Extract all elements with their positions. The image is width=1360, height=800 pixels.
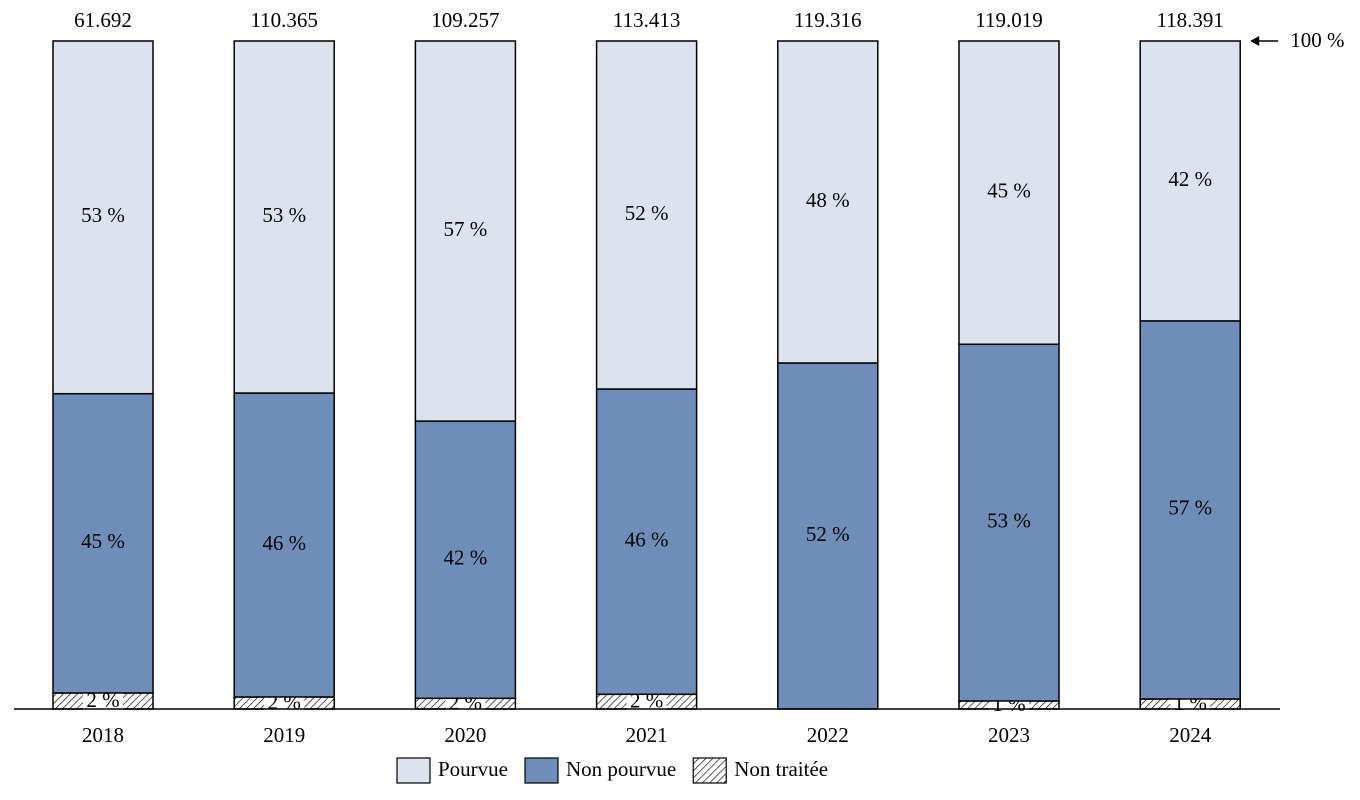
bar-segment	[595, 388, 698, 696]
value-label: 46 %	[262, 531, 306, 555]
label-background	[264, 692, 305, 713]
value-label: 42 %	[444, 546, 488, 570]
bar-segment	[595, 40, 698, 390]
total-label: 109.257	[431, 8, 499, 32]
total-label: 119.316	[794, 8, 861, 32]
legend-label: Pourvue	[438, 757, 508, 781]
total-label: 61.692	[74, 8, 132, 32]
legend-label: Non pourvue	[566, 757, 676, 781]
label-background	[83, 690, 123, 711]
bar-segment	[1139, 320, 1241, 700]
x-tick-label: 2019	[263, 723, 305, 747]
legend-swatch	[524, 757, 559, 784]
legend-label: Non traitée	[734, 757, 828, 781]
bar-segment	[958, 40, 1060, 346]
value-label: 46 %	[625, 527, 669, 551]
annotation-arrowhead	[1250, 36, 1260, 46]
value-label: 48 %	[806, 188, 850, 212]
bar-segment	[52, 392, 154, 694]
total-label: 110.365	[250, 8, 317, 32]
x-tick-label: 2018	[82, 723, 124, 747]
label-background	[626, 691, 667, 712]
total-label: 113.413	[613, 8, 680, 32]
value-label: 45 %	[81, 529, 125, 553]
bar-segment	[777, 40, 879, 364]
x-tick-label: 2022	[807, 723, 849, 747]
annotation: 100 %	[1290, 28, 1344, 52]
x-tick-label: 2021	[626, 723, 668, 747]
bar-segment	[414, 40, 517, 422]
bar-segment	[1139, 40, 1241, 322]
value-label: 53 %	[987, 508, 1031, 532]
value-label: 45 %	[987, 178, 1031, 202]
bar-segment	[958, 343, 1060, 702]
total-label: 119.019	[975, 8, 1042, 32]
bar-segment	[233, 392, 335, 698]
legend-swatch	[396, 757, 431, 784]
value-label: 57 %	[444, 217, 488, 241]
value-label: 52 %	[625, 201, 669, 225]
value-label: 53 %	[81, 203, 125, 227]
value-label: 57 %	[1168, 496, 1212, 520]
legend-swatch	[692, 757, 727, 784]
value-label: 42 %	[1168, 167, 1212, 191]
bar-segment	[414, 420, 517, 700]
bar-segment	[52, 40, 154, 395]
value-label: 53 %	[262, 203, 306, 227]
x-tick-label: 2024	[1169, 723, 1212, 747]
total-label: 118.391	[1156, 8, 1223, 32]
value-label: 52 %	[806, 522, 850, 546]
x-tick-label: 2020	[444, 723, 486, 747]
bar-segment	[233, 40, 335, 394]
x-tick-label: 2023	[988, 723, 1030, 747]
